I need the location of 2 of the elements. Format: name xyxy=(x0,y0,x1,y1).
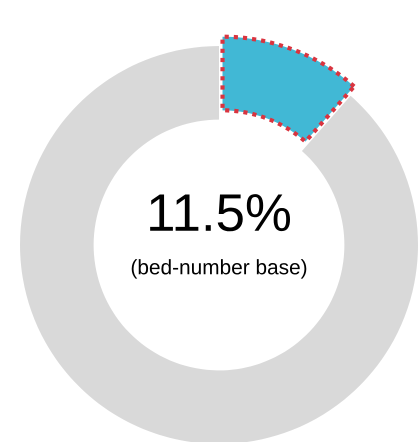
text: 11.5% xyxy=(150,194,290,232)
text: (bed-number base) xyxy=(132,259,306,279)
